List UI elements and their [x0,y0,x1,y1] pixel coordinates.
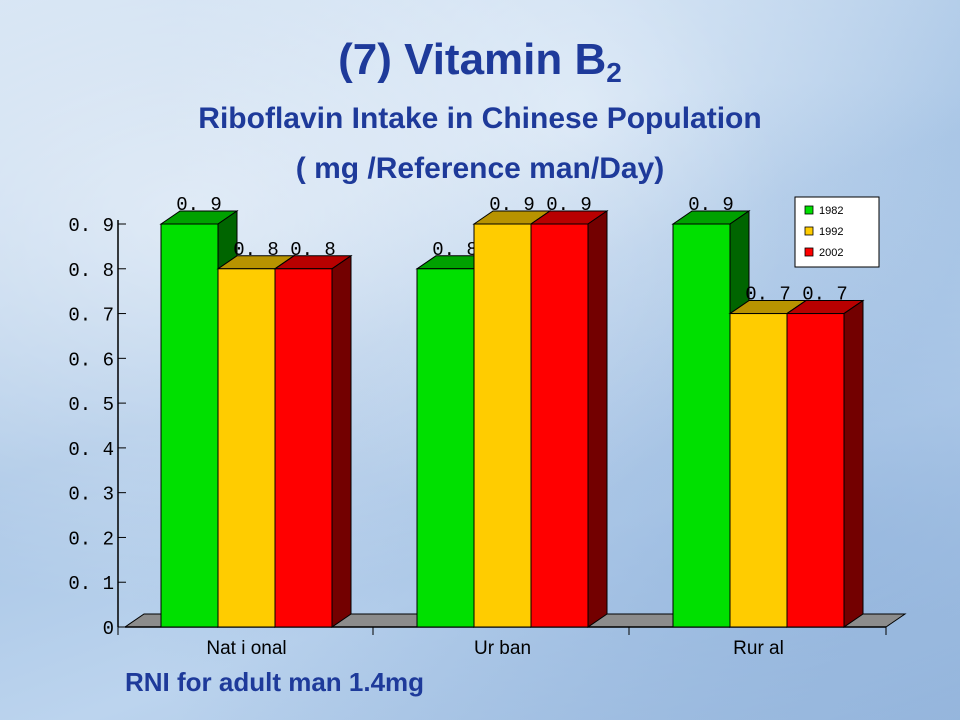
category-label: Rur al [733,638,784,659]
bar-side [331,254,352,628]
bar-2002-0 [274,268,333,628]
bar-2002-2 [786,313,845,628]
rni-note: RNI for adult man 1.4mg [125,667,425,697]
bar-1992-1 [473,223,532,628]
data-label: 0. 8 [233,239,279,261]
data-label: 0. 9 [688,194,734,216]
y-tick-label: 0. 6 [68,349,114,371]
y-tick-label: 0. 8 [68,260,114,282]
bar-side [587,210,608,628]
slide-title: (7) Vitamin B2 [0,34,960,99]
y-tick-label: 0. 7 [68,305,114,327]
y-tick-label: 0. 5 [68,394,114,416]
legend-swatch [804,247,814,257]
data-label: 0. 9 [546,194,592,216]
legend-swatch [804,226,814,236]
legend-entry: 1992 [819,226,843,238]
slide-title-main: (7) Vitamin B [338,35,607,84]
bar-1982-1 [416,268,475,628]
data-label: 0. 7 [745,284,791,306]
y-tick-label: 0. 1 [68,573,114,595]
y-tick-label: 0. 2 [68,528,114,550]
data-label: 0. 7 [802,284,848,306]
category-label: Nat i onal [206,638,286,659]
y-tick-label: 0. 3 [68,484,114,506]
data-label: 0. 8 [432,239,478,261]
y-tick-label: 0 [103,618,114,640]
bar-1992-2 [729,313,788,628]
y-tick-label: 0. 9 [68,215,114,237]
bar-side [843,299,864,628]
data-label: 0. 9 [176,194,222,216]
data-label: 0. 9 [489,194,535,216]
legend-entry: 2002 [819,247,843,259]
slide-title-subscript: 2 [606,57,622,88]
bar-1982-0 [160,223,219,628]
bar-1982-2 [672,223,731,628]
legend-entry: 1982 [819,205,843,217]
legend-swatch [804,205,814,215]
category-label: Ur ban [474,638,531,659]
bar-2002-1 [530,223,589,628]
slide-subtitle-2: ( mg /Reference man/Day) [295,152,665,185]
y-tick-label: 0. 4 [68,439,114,461]
slide-subtitle-1: Riboflavin Intake in Chinese Population [198,102,762,135]
data-label: 0. 8 [290,239,336,261]
bar-1992-0 [217,268,276,628]
